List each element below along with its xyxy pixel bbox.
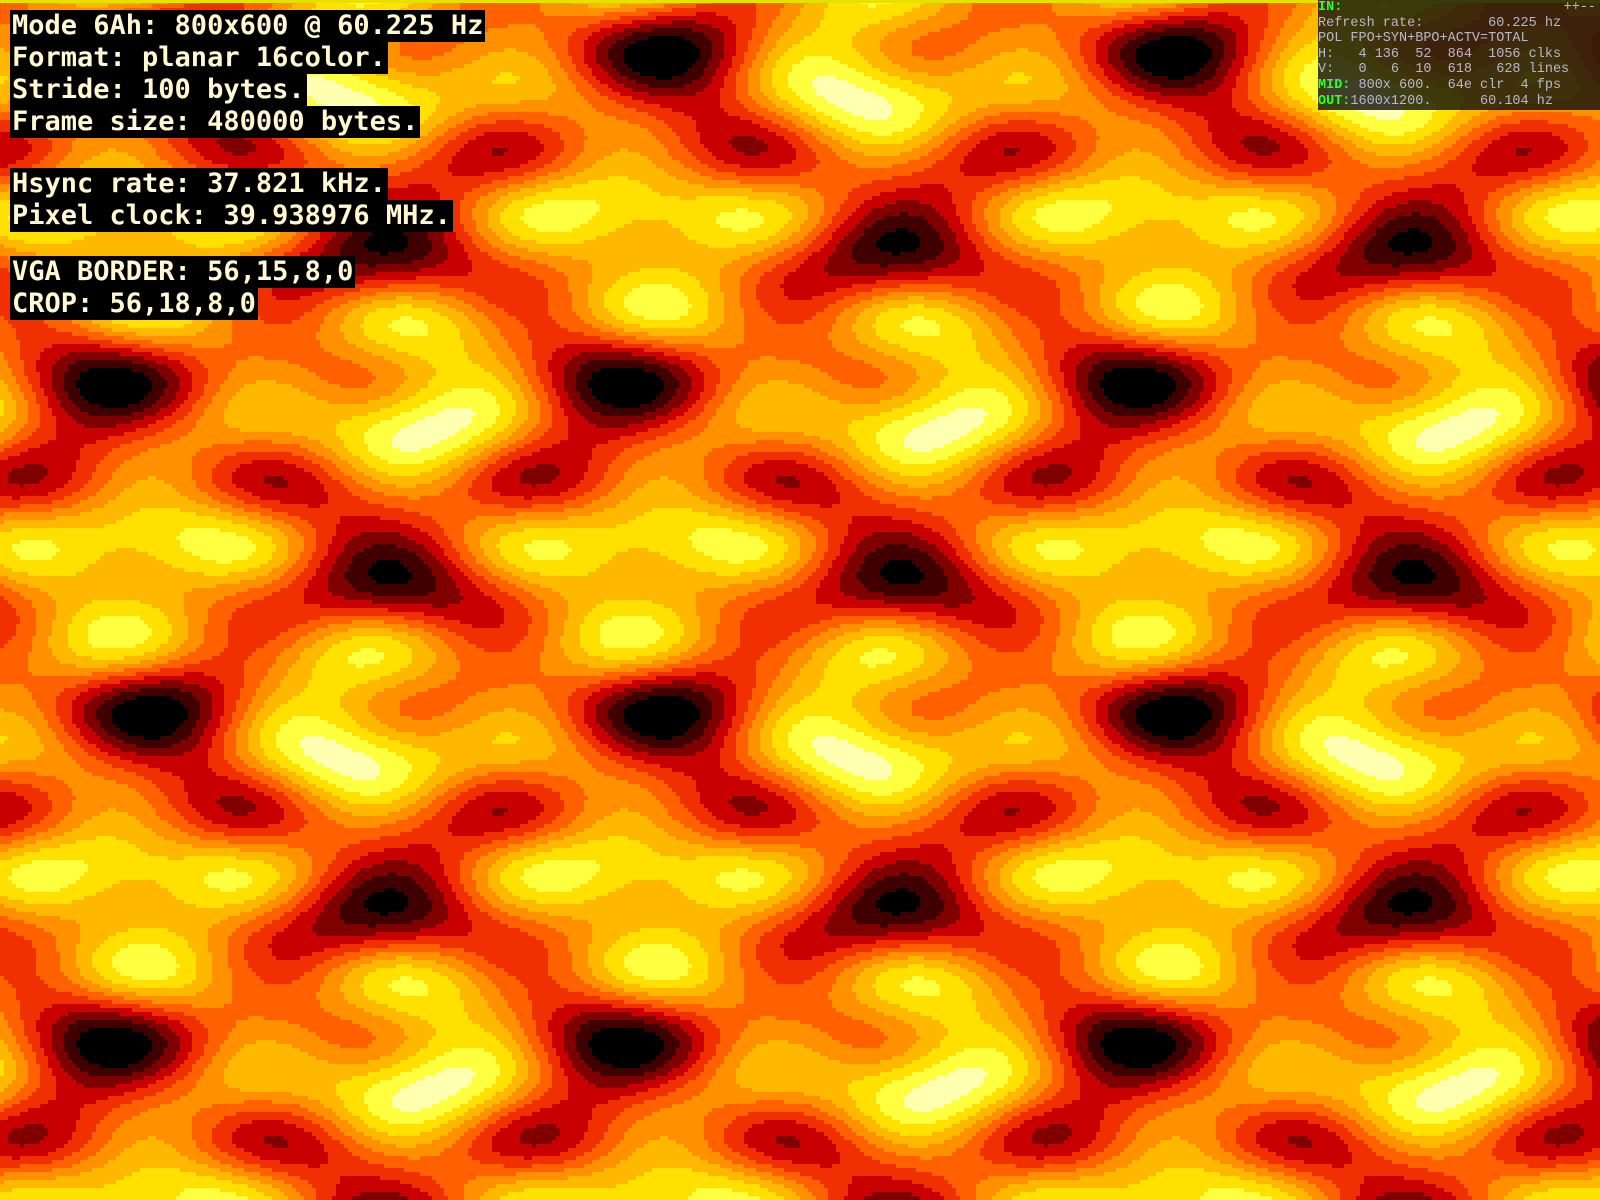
scaler-osd-panel: IN: ++-- Refresh rate: 60.225 hz POL FPO+… (1318, 0, 1600, 110)
mode-info-block: Mode 6Ah: 800x600 @ 60.225 Hz Format: pl… (10, 10, 486, 138)
stride-line: Stride: 100 bytes. (10, 74, 307, 106)
pixel-clock-line: Pixel clock: 39.938976 MHz. (10, 200, 453, 232)
osd-in-label: IN: (1318, 0, 1343, 15)
crop-line: CROP: 56,18,8,0 (10, 288, 258, 320)
top-border (0, 0, 1600, 3)
timing-info-block: Hsync rate: 37.821 kHz. Pixel clock: 39.… (10, 168, 453, 232)
border-info-block: VGA BORDER: 56,15,8,0 CROP: 56,18,8,0 (10, 256, 356, 320)
format-line: Format: planar 16color. (10, 42, 388, 74)
osd-mid-values: 800x 600. 64e clr 4 fps (1350, 77, 1562, 93)
osd-v-values: 0 6 10 618 628 lines (1334, 62, 1570, 78)
osd-timing-header: POL FPO+SYN+BPO+ACTV=TOTAL (1318, 31, 1529, 47)
osd-out-label: OUT: (1318, 93, 1351, 109)
osd-v-label: V: (1318, 62, 1335, 78)
vga-border-line: VGA BORDER: 56,15,8,0 (10, 256, 356, 288)
frame-size-line: Frame size: 480000 bytes. (10, 106, 421, 138)
osd-refresh-rate: Refresh rate: 60.225 hz (1318, 15, 1562, 31)
osd-out-values: 1600x1200. 60.104 hz (1350, 93, 1553, 109)
osd-in-indicator: ++-- (1563, 0, 1596, 15)
osd-h-values: 4 136 52 864 1056 clks (1334, 46, 1562, 62)
osd-mid-label: MID: (1318, 77, 1351, 93)
hsync-line: Hsync rate: 37.821 kHz. (10, 168, 388, 200)
mode-line: Mode 6Ah: 800x600 @ 60.225 Hz (10, 10, 486, 42)
osd-h-label: H: (1318, 46, 1335, 62)
